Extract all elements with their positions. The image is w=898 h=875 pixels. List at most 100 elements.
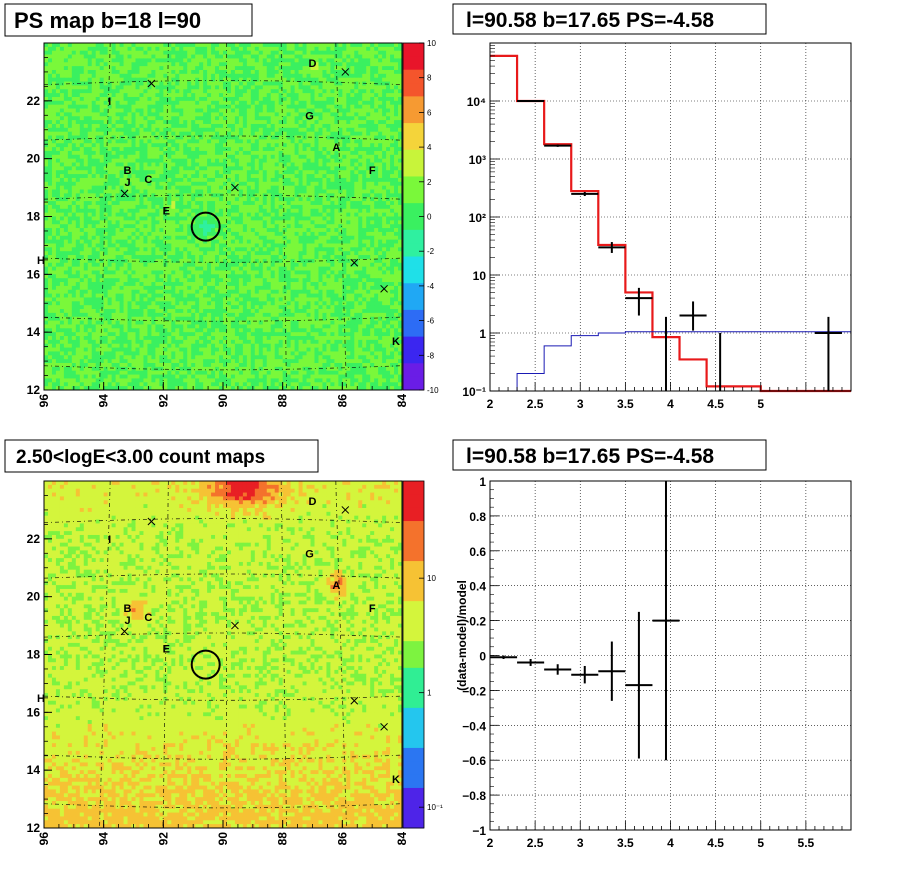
heatmap-cell bbox=[47, 104, 53, 109]
heatmap-cell bbox=[238, 208, 244, 214]
heatmap-cell bbox=[362, 120, 367, 125]
heatmap-cell bbox=[278, 104, 284, 109]
heatmap-cell bbox=[211, 154, 216, 160]
heatmap-cell bbox=[234, 69, 240, 75]
heatmap-cell bbox=[342, 231, 347, 237]
heatmap-cell bbox=[107, 85, 113, 90]
heatmap-cell bbox=[346, 243, 351, 248]
heatmap-cell bbox=[350, 239, 355, 244]
heatmap-cell bbox=[55, 116, 61, 121]
ps-map-title-box bbox=[4, 3, 253, 37]
heatmap-cell bbox=[362, 193, 367, 198]
heatmap-cell bbox=[95, 228, 101, 233]
heatmap-cell bbox=[226, 247, 232, 252]
heatmap-cell bbox=[278, 116, 284, 121]
heatmap-cell bbox=[131, 189, 136, 194]
heatmap-cell bbox=[398, 247, 403, 252]
heatmap-cell bbox=[306, 170, 311, 175]
heatmap-cell bbox=[346, 131, 351, 136]
heatmap-cell bbox=[226, 50, 232, 55]
heatmap-cell bbox=[298, 123, 303, 129]
heatmap-cell bbox=[322, 104, 327, 109]
heatmap-cell bbox=[394, 181, 399, 187]
heatmap-cell bbox=[155, 123, 160, 129]
heatmap-cell bbox=[262, 69, 268, 75]
heatmap-cell bbox=[394, 131, 399, 136]
heatmap-cell bbox=[111, 73, 116, 79]
heatmap-cell bbox=[179, 93, 184, 98]
heatmap-cell bbox=[366, 150, 371, 156]
heatmap-cell bbox=[370, 251, 375, 256]
heatmap-cell bbox=[103, 243, 109, 248]
heatmap-cell bbox=[179, 108, 184, 113]
heatmap-cell bbox=[286, 208, 292, 214]
heatmap-cell bbox=[75, 177, 81, 183]
heatmap-cell bbox=[302, 193, 307, 198]
heatmap-cell bbox=[390, 216, 395, 221]
heatmap-cell bbox=[75, 69, 81, 75]
heatmap-cell bbox=[215, 100, 220, 106]
heatmap-cell bbox=[67, 174, 73, 179]
heatmap-cell bbox=[215, 189, 220, 194]
heatmap-cell bbox=[374, 54, 379, 59]
heatmap-cell bbox=[242, 46, 248, 52]
heatmap-cell bbox=[278, 177, 284, 183]
heatmap-cell bbox=[390, 174, 395, 179]
heatmap-cell bbox=[211, 247, 216, 252]
heatmap-cell bbox=[195, 93, 200, 98]
heatmap-cell bbox=[187, 181, 192, 187]
heatmap-cell bbox=[211, 135, 216, 140]
heatmap-cell bbox=[334, 112, 339, 117]
heatmap-cell bbox=[55, 212, 61, 217]
heatmap-cell bbox=[326, 251, 331, 256]
heatmap-cell bbox=[63, 170, 69, 175]
heatmap-cell bbox=[278, 251, 284, 256]
heatmap-cell bbox=[338, 43, 343, 48]
heatmap-cell bbox=[378, 189, 383, 194]
heatmap-cell bbox=[203, 224, 208, 229]
heatmap-cell bbox=[242, 127, 248, 133]
heatmap-cell bbox=[266, 85, 272, 90]
heatmap-cell bbox=[139, 193, 144, 198]
heatmap-cell bbox=[326, 127, 331, 133]
heatmap-cell bbox=[159, 224, 164, 229]
heatmap-cell bbox=[250, 43, 256, 48]
heatmap-cell bbox=[63, 58, 69, 63]
heatmap-cell bbox=[342, 135, 347, 140]
heatmap-cell bbox=[95, 73, 101, 79]
heatmap-cell bbox=[75, 62, 81, 67]
heatmap-cell bbox=[298, 247, 303, 252]
heatmap-cell bbox=[99, 104, 105, 109]
heatmap-cell bbox=[302, 66, 307, 71]
heatmap-cell bbox=[362, 93, 367, 98]
heatmap-cell bbox=[242, 162, 248, 167]
heatmap-cell bbox=[103, 116, 109, 121]
heatmap-cell bbox=[63, 147, 69, 152]
heatmap-cell bbox=[203, 231, 208, 237]
heatmap-cell bbox=[310, 127, 315, 133]
heatmap-cell bbox=[155, 143, 160, 148]
heatmap-cell bbox=[258, 185, 264, 190]
heatmap-cell bbox=[398, 85, 403, 90]
heatmap-cell bbox=[127, 62, 132, 67]
heatmap-cell bbox=[44, 247, 49, 252]
heatmap-cell bbox=[55, 123, 61, 129]
heatmap-cell bbox=[242, 185, 248, 190]
heatmap-cell bbox=[171, 43, 176, 48]
heatmap-cell bbox=[219, 93, 224, 98]
heatmap-cell bbox=[242, 112, 248, 117]
heatmap-cell bbox=[123, 96, 128, 102]
heatmap-cell bbox=[195, 143, 200, 148]
heatmap-cell bbox=[163, 85, 168, 90]
heatmap-cell bbox=[338, 193, 343, 198]
heatmap-cell bbox=[195, 181, 200, 187]
heatmap-cell bbox=[211, 81, 216, 86]
heatmap-cell bbox=[139, 204, 144, 210]
heatmap-cell bbox=[119, 50, 124, 55]
heatmap-cell bbox=[314, 66, 319, 71]
heatmap-cell bbox=[250, 85, 256, 90]
heatmap-cell bbox=[75, 139, 81, 144]
heatmap-cell bbox=[167, 104, 172, 109]
heatmap-cell bbox=[179, 158, 184, 163]
heatmap-cell bbox=[314, 96, 319, 102]
